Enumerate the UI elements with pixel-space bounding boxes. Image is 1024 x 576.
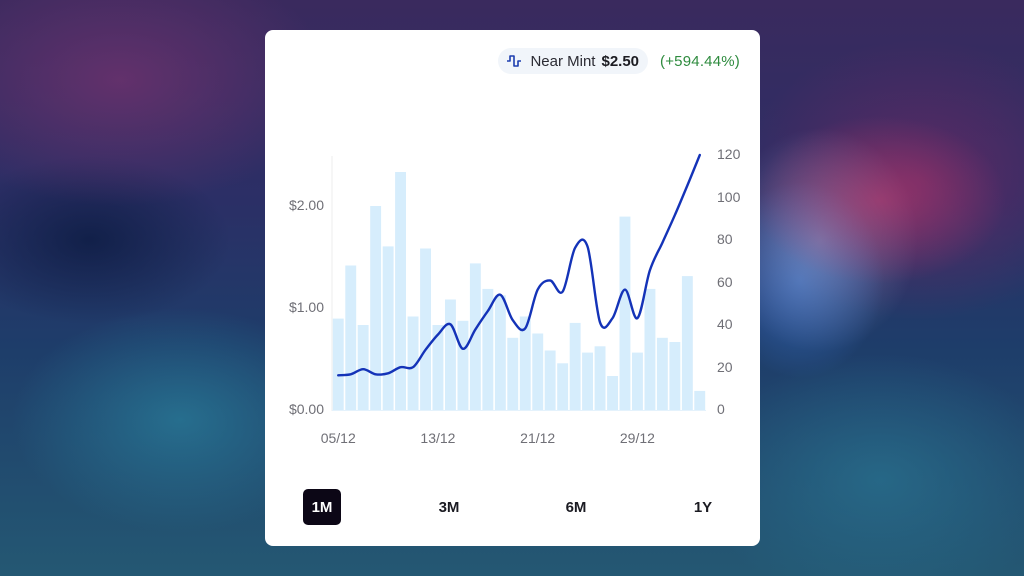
volume-bar[interactable] xyxy=(607,376,618,410)
x-axis-tick: 05/12 xyxy=(320,430,356,446)
price-header: Near Mint $2.50 (+594.44%) xyxy=(498,48,740,74)
condition-price-badge: Near Mint $2.50 xyxy=(498,48,649,74)
volume-bar[interactable] xyxy=(644,288,656,410)
right-axis-tick: 0 xyxy=(717,401,725,417)
volume-bar[interactable] xyxy=(395,172,406,410)
range-selector: 1M 3M 6M 1Y xyxy=(303,489,722,525)
volume-bar[interactable] xyxy=(532,333,544,411)
range-tab-1m[interactable]: 1M xyxy=(303,489,341,525)
volume-bar[interactable] xyxy=(345,265,357,411)
volume-bar[interactable] xyxy=(370,206,382,410)
left-axis-tick: $1.00 xyxy=(288,299,324,315)
right-axis-tick: 80 xyxy=(717,231,733,247)
x-axis-tick: 29/12 xyxy=(619,430,655,446)
price-chart: $0.00 $1.00 $2.00 0 20 40 60 80 100 120 05/12 13/12… xyxy=(265,30,760,546)
volume-bar[interactable] xyxy=(594,346,606,411)
x-axis-tick: 13/12 xyxy=(420,430,456,446)
left-axis-tick: $0.00 xyxy=(288,401,324,417)
volume-bar[interactable] xyxy=(557,363,569,411)
volume-bar[interactable] xyxy=(469,263,481,410)
volume-bar[interactable] xyxy=(432,325,444,410)
volume-bar[interactable] xyxy=(694,390,706,410)
right-axis-tick: 60 xyxy=(717,273,733,290)
volume-bar[interactable] xyxy=(482,288,494,410)
volume-bar[interactable] xyxy=(632,352,643,410)
price-history-icon xyxy=(507,55,522,67)
volume-bar[interactable] xyxy=(457,320,469,411)
range-tab-6m[interactable]: 6M xyxy=(565,498,587,516)
volume-bar[interactable] xyxy=(357,325,369,410)
volume-bar[interactable] xyxy=(519,316,531,411)
left-axis-tick: $2.00 xyxy=(288,197,324,213)
price-change: (+594.44%) xyxy=(660,52,740,70)
volume-bar[interactable] xyxy=(582,352,593,410)
volume-bar[interactable] xyxy=(420,248,431,411)
volume-bar[interactable] xyxy=(382,246,394,410)
range-tab-1y[interactable]: 1Y xyxy=(693,498,713,516)
volume-bar[interactable] xyxy=(332,318,344,410)
volume-bar[interactable] xyxy=(681,276,693,410)
right-axis-tick: 120 xyxy=(717,146,741,162)
volume-bar[interactable] xyxy=(656,337,668,411)
volume-bar[interactable] xyxy=(544,350,556,411)
right-axis-tick: 20 xyxy=(717,358,733,375)
range-tab-3m[interactable]: 3M xyxy=(438,498,460,516)
chart-plot xyxy=(331,153,706,411)
volume-bar[interactable] xyxy=(569,322,581,410)
volume-bar[interactable] xyxy=(407,316,419,411)
volume-bar[interactable] xyxy=(445,299,456,411)
price-history-card: Near Mint $2.50 (+594.44%) $0.00 $1.00 $2.… xyxy=(265,30,760,546)
price-line xyxy=(337,153,701,377)
condition-label: Near Mint xyxy=(530,52,596,70)
volume-bar[interactable] xyxy=(494,295,506,411)
current-price: $2.50 xyxy=(601,52,640,70)
volume-bar[interactable] xyxy=(669,342,681,410)
right-axis-tick: 40 xyxy=(717,316,733,332)
right-axis-tick: 100 xyxy=(717,188,741,205)
volume-bar[interactable] xyxy=(619,216,631,410)
volume-bar[interactable] xyxy=(507,337,519,411)
x-axis-tick: 21/12 xyxy=(520,430,556,446)
